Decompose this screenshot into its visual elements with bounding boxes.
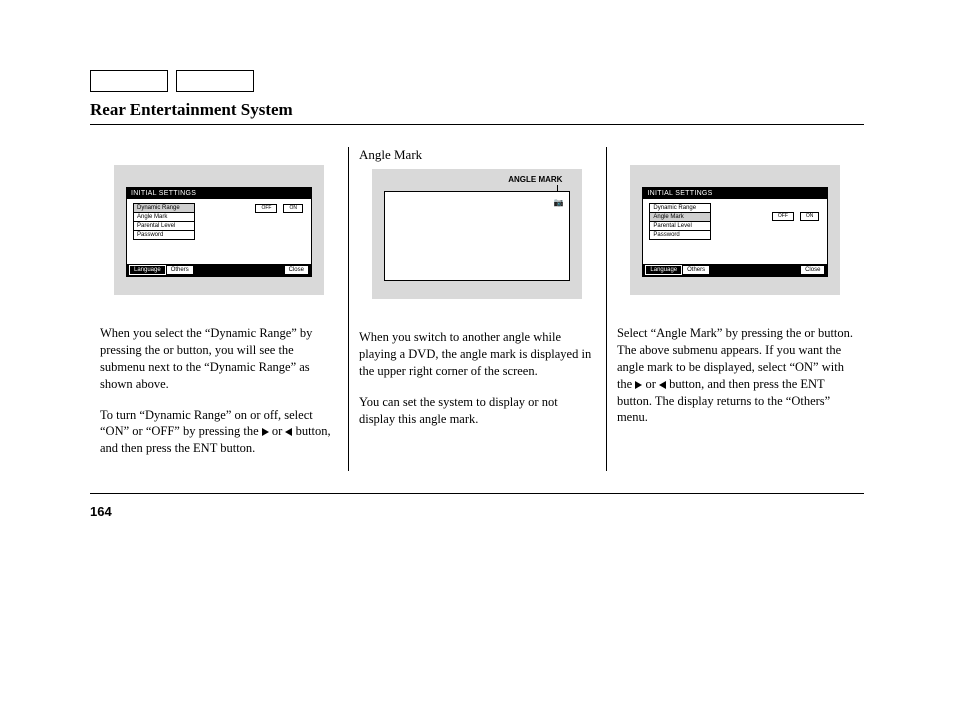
subheading: Angle Mark — [359, 147, 596, 163]
tab-language: Language — [645, 265, 682, 275]
left-arrow-icon — [659, 381, 666, 389]
menu-item: Password — [133, 230, 195, 240]
tab-close: Close — [800, 265, 825, 275]
text: or — [163, 343, 177, 357]
screen-illustration: INITIAL SETTINGS Dynamic Range Angle Mar… — [630, 165, 840, 295]
column-1: INITIAL SETTINGS Dynamic Range Angle Mar… — [90, 147, 348, 471]
column-2: Angle Mark ANGLE MARK 📷 When you switch … — [348, 147, 606, 471]
header-box — [90, 70, 168, 92]
page-number: 164 — [90, 504, 864, 519]
screen-titlebar: INITIAL SETTINGS — [643, 188, 827, 199]
menu-item: Password — [649, 230, 711, 240]
tab-close: Close — [284, 265, 309, 275]
header-placeholder-boxes — [90, 70, 864, 92]
paragraph: When you select the “Dynamic Range” by p… — [100, 325, 338, 393]
header-box — [176, 70, 254, 92]
text: Select “Angle Mark” by pressing the — [617, 326, 804, 340]
tab-others: Others — [166, 265, 194, 275]
angle-mark-label: ANGLE MARK — [508, 175, 562, 184]
camera-angle-icon: 📷 — [553, 198, 563, 207]
paragraph: To turn “Dynamic Range” on or off, selec… — [100, 407, 338, 458]
text: or — [642, 377, 659, 391]
column-3: INITIAL SETTINGS Dynamic Range Angle Mar… — [606, 147, 864, 471]
text: or — [804, 326, 818, 340]
right-arrow-icon — [262, 428, 269, 436]
toggle-on: ON — [800, 212, 820, 221]
screen-titlebar: INITIAL SETTINGS — [127, 188, 311, 199]
screen-illustration: ANGLE MARK 📷 — [372, 169, 582, 299]
content-columns: INITIAL SETTINGS Dynamic Range Angle Mar… — [90, 147, 864, 494]
text: or — [269, 424, 286, 438]
section-title: Rear Entertainment System — [90, 100, 864, 125]
paragraph: You can set the system to display or not… — [359, 394, 596, 428]
toggle-off: OFF — [255, 204, 277, 213]
toggle-on: ON — [283, 204, 303, 213]
screen-illustration: INITIAL SETTINGS Dynamic Range Angle Mar… — [114, 165, 324, 295]
toggle-off: OFF — [772, 212, 794, 221]
tab-others: Others — [682, 265, 710, 275]
paragraph: Select “Angle Mark” by pressing the or b… — [617, 325, 854, 426]
tab-language: Language — [129, 265, 166, 275]
paragraph: When you switch to another angle while p… — [359, 329, 596, 380]
